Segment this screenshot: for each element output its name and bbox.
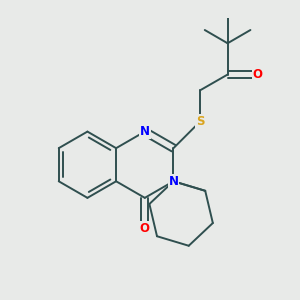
Text: S: S	[196, 115, 204, 128]
Text: N: N	[169, 175, 178, 188]
Text: O: O	[140, 221, 150, 235]
Text: N: N	[140, 125, 150, 138]
Text: O: O	[253, 68, 263, 81]
